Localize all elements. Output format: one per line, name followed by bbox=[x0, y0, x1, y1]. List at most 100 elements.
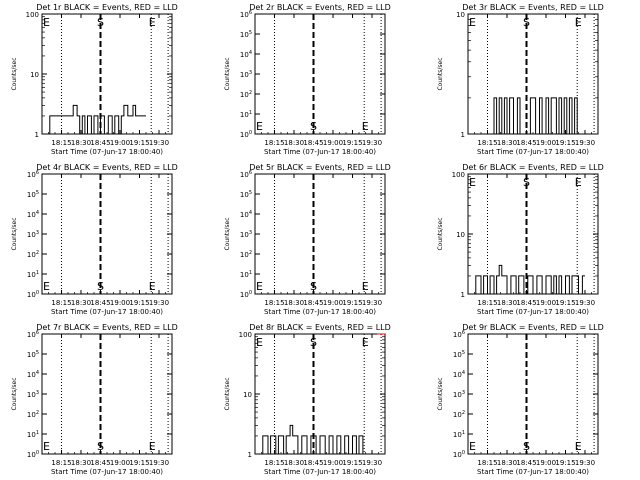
x-tick-label: 18:30 bbox=[497, 299, 517, 307]
detector-panel-3: Det 3r BLACK = Events, RED = LLD Counts/s… bbox=[437, 3, 604, 156]
x-tick-label: 18:45 bbox=[303, 139, 323, 147]
x-tick-label: 18:45 bbox=[516, 299, 536, 307]
y-tick-label: 103 bbox=[27, 390, 39, 399]
y-tick-label: 100 bbox=[240, 130, 252, 139]
y-tick-label: 102 bbox=[27, 410, 39, 419]
x-tick-label: 19:15 bbox=[129, 299, 149, 307]
y-tick-label: 102 bbox=[240, 250, 252, 259]
y-tick-label: 101 bbox=[240, 110, 252, 119]
x-tick-label: 18:15 bbox=[264, 139, 284, 147]
y-tick-label: 104 bbox=[27, 370, 39, 379]
y-tick-label: 100 bbox=[27, 450, 39, 459]
end-marker-label-left: E bbox=[469, 176, 476, 189]
x-tick-label: 18:30 bbox=[284, 459, 304, 467]
y-tick-label: 10 bbox=[456, 231, 465, 239]
y-tick-label: 1 bbox=[35, 131, 39, 139]
x-axis-label: Start Time (07-Jun-17 18:00:40) bbox=[264, 148, 376, 156]
y-tick-label: 101 bbox=[27, 270, 39, 279]
y-axis-label: Counts/sec bbox=[11, 57, 18, 90]
end-marker-label: E bbox=[149, 440, 156, 453]
x-tick-label: 18:30 bbox=[71, 459, 91, 467]
y-tick-label: 1 bbox=[461, 291, 465, 299]
x-tick-label: 19:15 bbox=[342, 459, 362, 467]
x-axis-label: Start Time (07-Jun-17 18:00:40) bbox=[51, 468, 163, 476]
x-tick-label: 18:15 bbox=[264, 299, 284, 307]
x-tick-label: 19:15 bbox=[129, 459, 149, 467]
y-tick-label: 10 bbox=[243, 391, 252, 399]
y-tick-label: 100 bbox=[239, 331, 252, 339]
panel-title: Det 9r BLACK = Events, RED = LLD bbox=[462, 323, 604, 332]
x-axis-label: Start Time (07-Jun-17 18:00:40) bbox=[477, 468, 589, 476]
panel-title: Det 8r BLACK = Events, RED = LLD bbox=[249, 323, 391, 332]
end-marker-label: E bbox=[362, 120, 369, 133]
panel-title: Det 3r BLACK = Events, RED = LLD bbox=[462, 3, 604, 12]
x-axis-label: Start Time (07-Jun-17 18:00:40) bbox=[51, 148, 163, 156]
y-axis-label: Counts/sec bbox=[224, 377, 231, 410]
x-axis-label: Start Time (07-Jun-17 18:00:40) bbox=[51, 308, 163, 316]
x-tick-label: 19:30 bbox=[362, 459, 382, 467]
events-series-line bbox=[493, 97, 578, 135]
y-tick-label: 100 bbox=[452, 171, 465, 179]
x-tick-label: 19:00 bbox=[110, 299, 130, 307]
x-tick-label: 19:00 bbox=[323, 299, 343, 307]
y-tick-label: 104 bbox=[27, 210, 39, 219]
detector-panel-7: Det 7r BLACK = Events, RED = LLD Counts/s… bbox=[11, 323, 178, 476]
x-tick-label: 19:15 bbox=[342, 299, 362, 307]
y-tick-label: 10 bbox=[456, 11, 465, 19]
x-axis-label: Start Time (07-Jun-17 18:00:40) bbox=[477, 148, 589, 156]
end-marker-label-left: E bbox=[256, 280, 263, 293]
x-tick-label: 19:30 bbox=[362, 139, 382, 147]
panel-title: Det 5r BLACK = Events, RED = LLD bbox=[249, 163, 391, 172]
end-marker-label-left: E bbox=[256, 336, 263, 349]
start-marker-label: S bbox=[523, 176, 530, 189]
detector-panel-5: Det 5r BLACK = Events, RED = LLD Counts/s… bbox=[224, 163, 391, 316]
start-marker-label: S bbox=[310, 280, 317, 293]
y-tick-label: 105 bbox=[240, 190, 252, 199]
y-tick-label: 1 bbox=[248, 451, 252, 459]
y-tick-label: 102 bbox=[453, 410, 465, 419]
y-tick-label: 105 bbox=[240, 30, 252, 39]
y-tick-label: 105 bbox=[27, 190, 39, 199]
x-tick-label: 18:45 bbox=[90, 139, 110, 147]
x-tick-label: 19:00 bbox=[323, 139, 343, 147]
y-tick-label: 103 bbox=[27, 230, 39, 239]
panel-title: Det 7r BLACK = Events, RED = LLD bbox=[36, 323, 178, 332]
x-tick-label: 18:45 bbox=[303, 299, 323, 307]
x-tick-label: 18:45 bbox=[516, 459, 536, 467]
end-marker-label: E bbox=[362, 336, 369, 349]
start-marker-label: S bbox=[97, 280, 104, 293]
x-tick-label: 19:30 bbox=[149, 459, 169, 467]
end-marker-label: E bbox=[575, 440, 582, 453]
y-tick-label: 104 bbox=[453, 370, 465, 379]
events-series-line bbox=[262, 424, 364, 455]
x-tick-label: 18:15 bbox=[51, 299, 71, 307]
y-tick-label: 103 bbox=[240, 70, 252, 79]
y-tick-label: 102 bbox=[27, 250, 39, 259]
y-tick-label: 104 bbox=[240, 50, 252, 59]
y-axis-label: Counts/sec bbox=[437, 377, 444, 410]
x-tick-label: 19:15 bbox=[555, 299, 575, 307]
end-marker-label: E bbox=[575, 16, 582, 29]
panel-title: Det 2r BLACK = Events, RED = LLD bbox=[249, 3, 391, 12]
x-tick-label: 18:15 bbox=[264, 459, 284, 467]
x-tick-label: 19:00 bbox=[110, 459, 130, 467]
panel-title: Det 4r BLACK = Events, RED = LLD bbox=[36, 163, 178, 172]
panel-title: Det 1r BLACK = Events, RED = LLD bbox=[36, 3, 178, 12]
x-tick-label: 18:15 bbox=[51, 459, 71, 467]
y-axis-label: Counts/sec bbox=[11, 217, 18, 250]
start-marker-label: S bbox=[97, 16, 104, 29]
y-tick-label: 100 bbox=[27, 290, 39, 299]
x-tick-label: 19:00 bbox=[536, 139, 556, 147]
detector-panel-9: Det 9r BLACK = Events, RED = LLD Counts/s… bbox=[437, 323, 604, 476]
x-tick-label: 19:30 bbox=[575, 139, 595, 147]
x-tick-label: 19:15 bbox=[129, 139, 149, 147]
start-marker-label: S bbox=[310, 120, 317, 133]
end-marker-label: E bbox=[149, 16, 156, 29]
end-marker-label-left: E bbox=[469, 440, 476, 453]
start-marker-label: S bbox=[523, 440, 530, 453]
y-tick-label: 106 bbox=[240, 10, 252, 19]
x-tick-label: 18:30 bbox=[497, 459, 517, 467]
detector-panel-6: Det 6r BLACK = Events, RED = LLD Counts/s… bbox=[437, 163, 604, 316]
x-tick-label: 18:45 bbox=[303, 459, 323, 467]
